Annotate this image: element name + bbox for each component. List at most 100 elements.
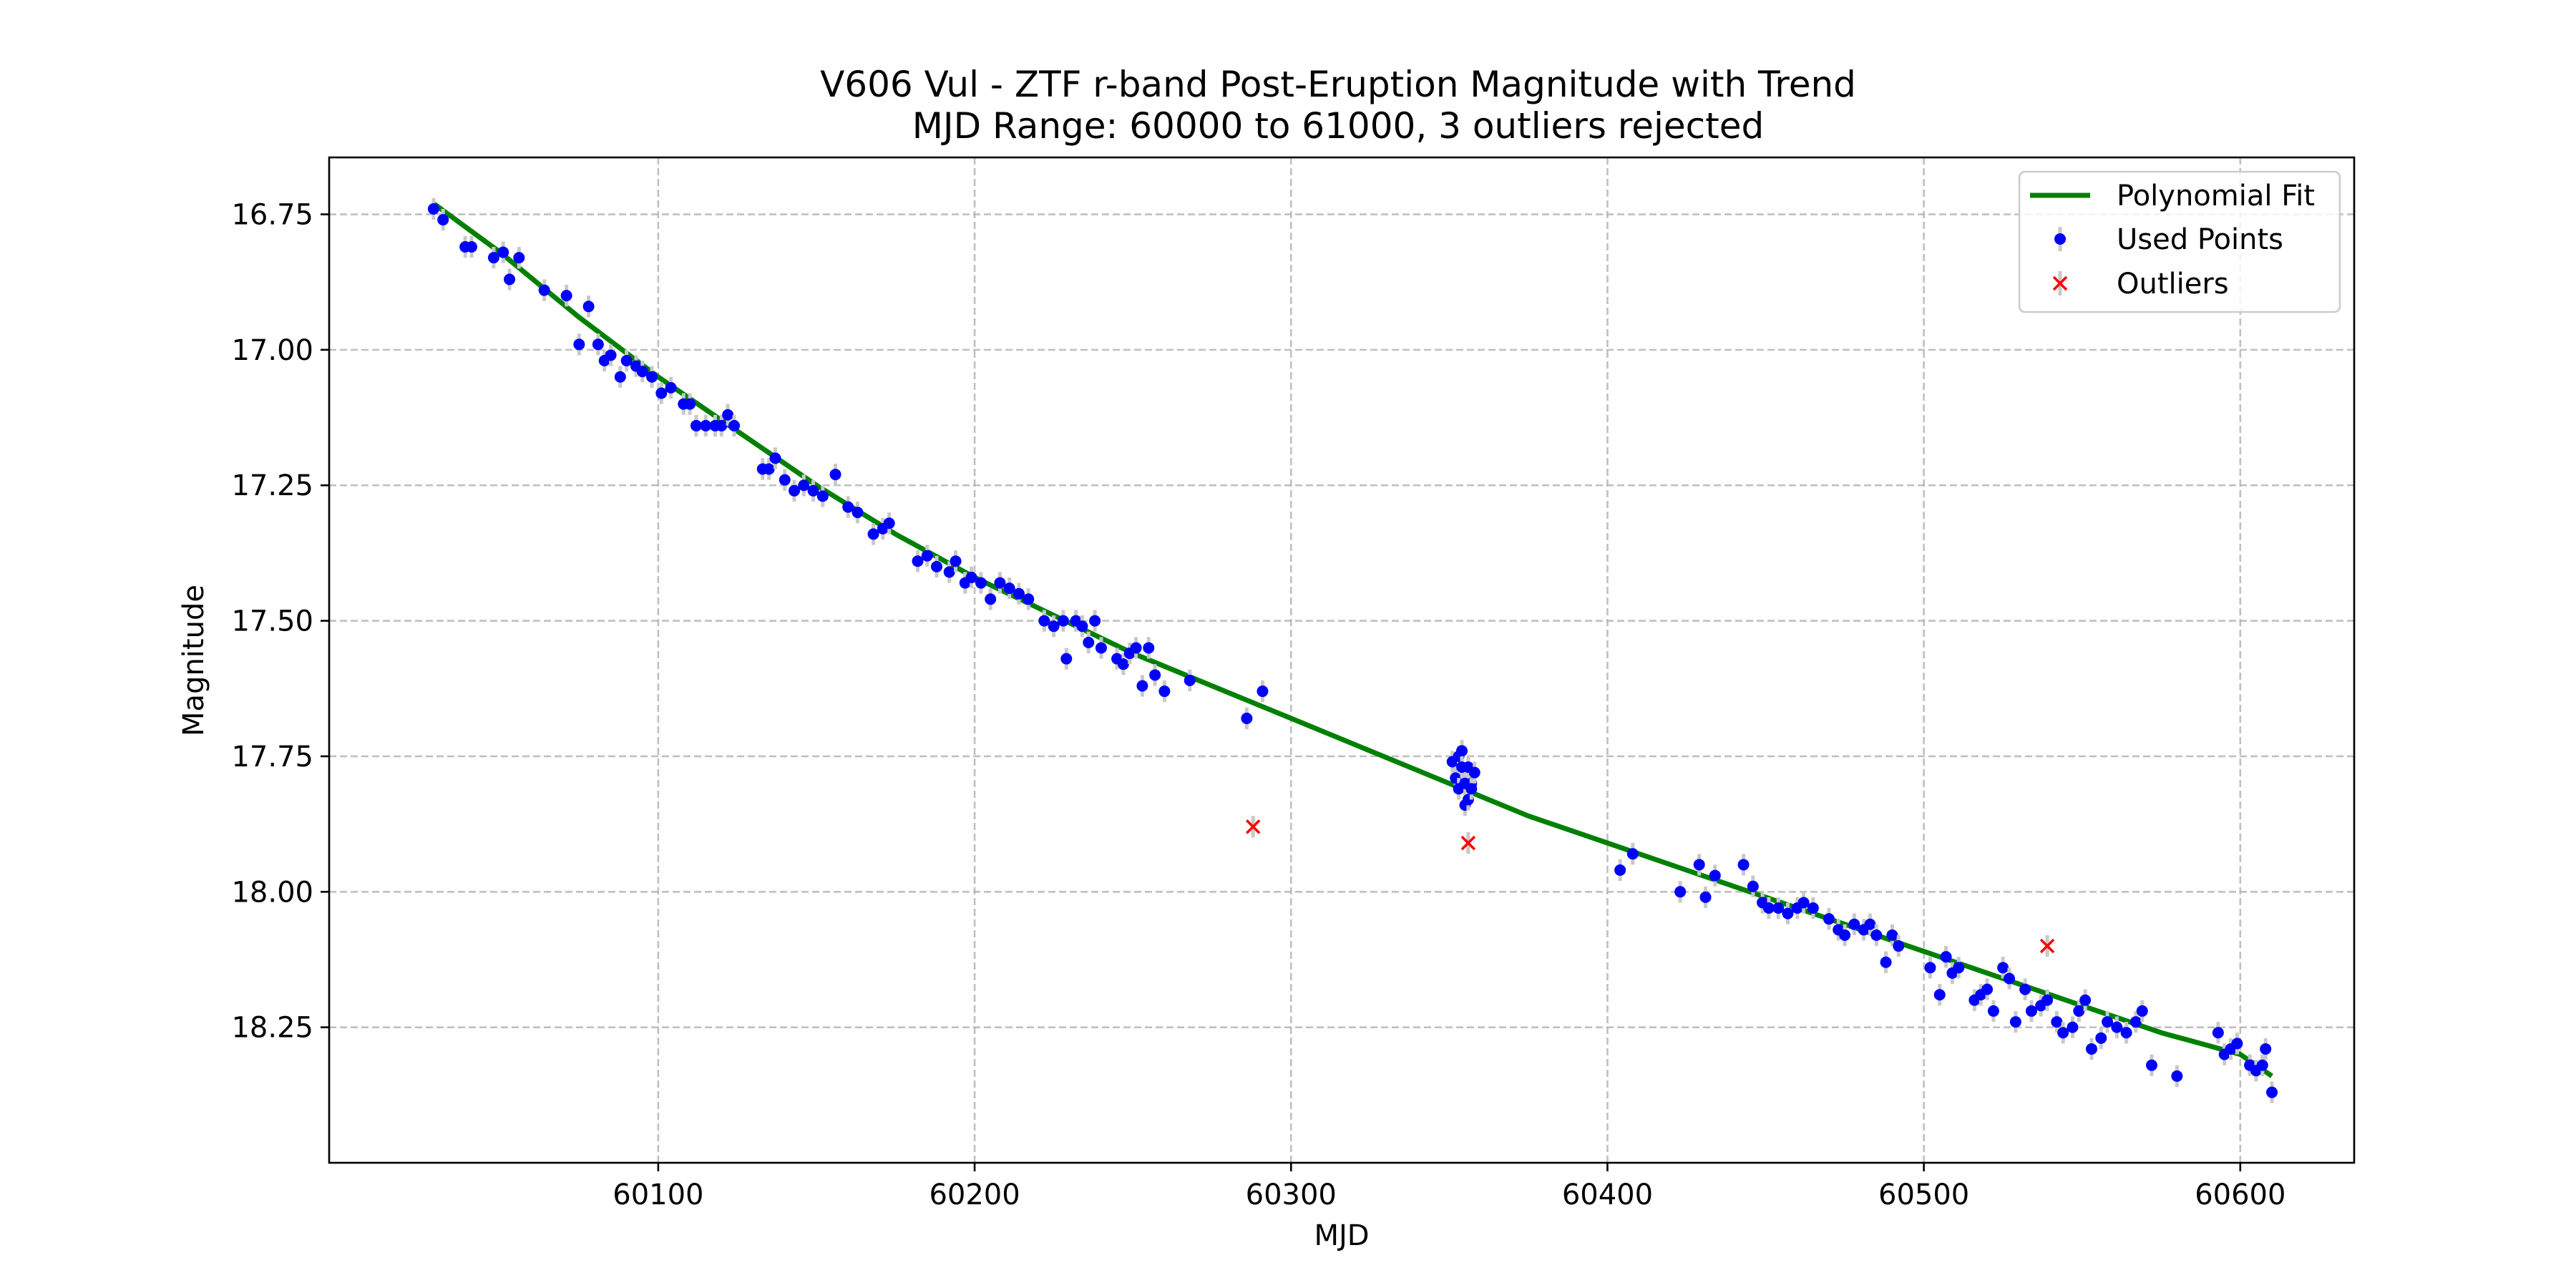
outlier-point bbox=[2039, 935, 2055, 957]
used-point bbox=[2004, 967, 2016, 990]
used-point-marker bbox=[2266, 1086, 2278, 1098]
used-point bbox=[722, 404, 734, 426]
used-point-marker bbox=[2067, 1021, 2079, 1033]
used-point-marker bbox=[2004, 972, 2016, 985]
used-point bbox=[1782, 902, 1794, 924]
used-point-marker bbox=[684, 398, 696, 410]
used-point-marker bbox=[965, 571, 977, 583]
used-point-marker bbox=[1456, 745, 1468, 757]
legend-outlier-swatch bbox=[2052, 275, 2068, 291]
used-point-marker bbox=[2051, 1016, 2063, 1028]
used-point-marker bbox=[1003, 582, 1015, 595]
used-point-marker bbox=[975, 577, 987, 589]
used-point-marker bbox=[1241, 712, 1253, 724]
legend-label-fit: Polynomial Fit bbox=[2117, 180, 2315, 213]
used-point-marker bbox=[1933, 989, 1946, 1001]
used-point-marker bbox=[1699, 891, 1712, 903]
used-point-marker bbox=[2019, 983, 2031, 995]
used-point-marker bbox=[1823, 913, 1835, 925]
used-point bbox=[2136, 1000, 2148, 1023]
used-point-marker bbox=[1772, 902, 1785, 914]
used-point-marker bbox=[716, 419, 728, 431]
legend: Polynomial Fit Used Points Outliers bbox=[2018, 170, 2341, 313]
used-point bbox=[1038, 610, 1050, 632]
used-point bbox=[2019, 978, 2031, 1000]
used-point bbox=[1057, 610, 1069, 632]
used-point-marker bbox=[2079, 994, 2092, 1006]
used-point bbox=[1709, 864, 1721, 887]
used-point bbox=[931, 555, 942, 577]
used-point bbox=[1614, 859, 1626, 882]
used-point-marker bbox=[1149, 669, 1161, 681]
used-point-marker bbox=[2009, 1016, 2021, 1028]
used-point-marker bbox=[1143, 642, 1155, 654]
used-point bbox=[1257, 680, 1269, 703]
used-point-marker bbox=[1057, 615, 1069, 627]
used-point-marker bbox=[700, 419, 712, 431]
used-point bbox=[1747, 875, 1759, 897]
used-point bbox=[538, 279, 550, 301]
used-point-marker bbox=[1130, 642, 1142, 654]
used-point bbox=[437, 208, 449, 231]
used-point-marker bbox=[1797, 897, 1810, 909]
used-point-marker bbox=[1839, 929, 1851, 941]
used-point-marker bbox=[1184, 674, 1196, 686]
used-point-marker bbox=[2256, 1059, 2268, 1071]
used-point bbox=[560, 284, 572, 307]
used-point-marker bbox=[614, 371, 626, 383]
used-point bbox=[1823, 908, 1835, 930]
used-point bbox=[769, 447, 781, 469]
used-point bbox=[1940, 946, 1952, 968]
used-point bbox=[620, 349, 633, 372]
used-point-marker bbox=[513, 252, 525, 264]
used-point bbox=[2129, 1010, 2142, 1033]
polynomial-fit-line-group bbox=[431, 201, 2273, 1078]
used-point bbox=[1674, 881, 1687, 903]
y-tick-label: 17.50 bbox=[231, 605, 313, 638]
used-point-marker bbox=[1848, 918, 1860, 930]
used-point bbox=[2146, 1054, 2157, 1076]
used-point bbox=[684, 393, 696, 415]
y-tick-label: 18.00 bbox=[231, 876, 313, 909]
used-point-marker bbox=[1626, 848, 1639, 860]
used-point-marker bbox=[2136, 1005, 2148, 1017]
used-point bbox=[943, 561, 955, 583]
used-point bbox=[867, 523, 879, 545]
used-point bbox=[1772, 897, 1785, 919]
used-point-marker bbox=[1987, 1005, 1999, 1017]
used-point bbox=[716, 414, 728, 437]
used-point-marker bbox=[2041, 994, 2054, 1006]
used-point bbox=[1981, 978, 1994, 1000]
used-point bbox=[1848, 913, 1860, 935]
used-point-marker bbox=[2057, 1027, 2069, 1039]
used-point bbox=[1117, 653, 1129, 675]
used-point-marker bbox=[2073, 1005, 2085, 1017]
used-point bbox=[1987, 1000, 1999, 1023]
used-point-marker bbox=[1048, 620, 1060, 633]
used-point-marker bbox=[2129, 1016, 2142, 1028]
used-point-marker bbox=[1468, 766, 1480, 779]
used-point-marker bbox=[2025, 1005, 2037, 1017]
used-point-marker bbox=[437, 214, 449, 226]
x-axis-label: MJD bbox=[1314, 1219, 1369, 1252]
used-point bbox=[852, 501, 864, 524]
used-point-marker bbox=[1782, 907, 1794, 919]
used-point-marker bbox=[798, 479, 810, 492]
used-point-marker bbox=[487, 252, 499, 264]
used-point bbox=[1933, 984, 1946, 1006]
used-point bbox=[2067, 1016, 2079, 1038]
used-point-marker bbox=[807, 484, 819, 497]
used-point-marker bbox=[789, 484, 801, 497]
used-point-marker bbox=[1737, 859, 1750, 871]
used-point-marker bbox=[1940, 951, 1952, 963]
used-point bbox=[636, 361, 648, 383]
used-point-marker bbox=[1083, 636, 1095, 648]
used-point bbox=[1023, 588, 1035, 610]
used-point bbox=[665, 376, 677, 399]
used-point bbox=[1076, 615, 1088, 638]
used-point bbox=[1149, 664, 1161, 686]
legend-used-swatch bbox=[2054, 233, 2066, 245]
used-point bbox=[1924, 957, 1936, 979]
outlier-marker-stroke bbox=[1460, 835, 1476, 851]
legend-label-outliers: Outliers bbox=[2117, 268, 2229, 301]
